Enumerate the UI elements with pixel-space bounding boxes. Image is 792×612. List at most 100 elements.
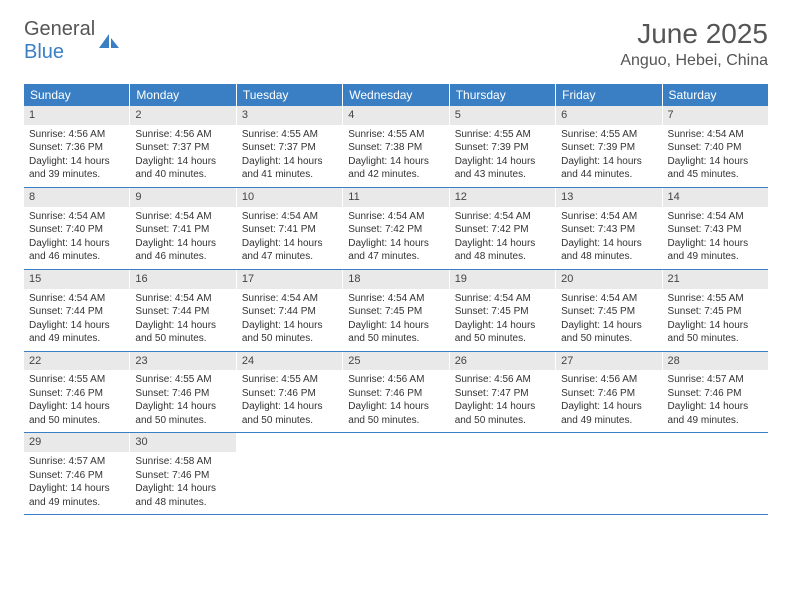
daylight-line: Daylight: 14 hours and 43 minutes. — [455, 155, 550, 182]
sunset-line: Sunset: 7:40 PM — [29, 223, 124, 237]
day-details: Sunrise: 4:56 AMSunset: 7:46 PMDaylight:… — [343, 370, 448, 432]
day-cell: 30Sunrise: 4:58 AMSunset: 7:46 PMDayligh… — [130, 433, 236, 514]
day-number: 7 — [663, 106, 768, 125]
day-details: Sunrise: 4:54 AMSunset: 7:41 PMDaylight:… — [130, 207, 235, 269]
day-details: Sunrise: 4:56 AMSunset: 7:36 PMDaylight:… — [24, 125, 129, 187]
sunset-line: Sunset: 7:37 PM — [242, 141, 337, 155]
day-details: Sunrise: 4:54 AMSunset: 7:43 PMDaylight:… — [663, 207, 768, 269]
day-number: 5 — [450, 106, 555, 125]
daylight-line: Daylight: 14 hours and 46 minutes. — [135, 237, 230, 264]
day-number: 23 — [130, 352, 235, 371]
logo-sail-icon — [99, 34, 121, 48]
day-number: 28 — [663, 352, 768, 371]
day-cell: 25Sunrise: 4:56 AMSunset: 7:46 PMDayligh… — [343, 352, 449, 433]
sunset-line: Sunset: 7:39 PM — [561, 141, 656, 155]
day-number: 1 — [24, 106, 129, 125]
day-number: 14 — [663, 188, 768, 207]
sunset-line: Sunset: 7:46 PM — [135, 387, 230, 401]
day-details: Sunrise: 4:54 AMSunset: 7:45 PMDaylight:… — [343, 289, 448, 351]
daylight-line: Daylight: 14 hours and 40 minutes. — [135, 155, 230, 182]
sunrise-line: Sunrise: 4:56 AM — [561, 373, 656, 387]
day-number: 4 — [343, 106, 448, 125]
sunset-line: Sunset: 7:44 PM — [29, 305, 124, 319]
day-cell: 6Sunrise: 4:55 AMSunset: 7:39 PMDaylight… — [556, 106, 662, 187]
day-cell: 17Sunrise: 4:54 AMSunset: 7:44 PMDayligh… — [237, 270, 343, 351]
week-row: 1Sunrise: 4:56 AMSunset: 7:36 PMDaylight… — [24, 106, 768, 188]
header: General Blue June 2025 Anguo, Hebei, Chi… — [24, 18, 768, 70]
daylight-line: Daylight: 14 hours and 50 minutes. — [455, 400, 550, 427]
sunset-line: Sunset: 7:41 PM — [242, 223, 337, 237]
week-row: 29Sunrise: 4:57 AMSunset: 7:46 PMDayligh… — [24, 433, 768, 515]
sunrise-line: Sunrise: 4:54 AM — [242, 292, 337, 306]
day-number: 11 — [343, 188, 448, 207]
day-number: 17 — [237, 270, 342, 289]
day-number: 24 — [237, 352, 342, 371]
logo-text: General Blue — [24, 18, 95, 64]
day-details: Sunrise: 4:57 AMSunset: 7:46 PMDaylight:… — [24, 452, 129, 514]
sunset-line: Sunset: 7:47 PM — [455, 387, 550, 401]
sunset-line: Sunset: 7:41 PM — [135, 223, 230, 237]
day-number: 25 — [343, 352, 448, 371]
daylight-line: Daylight: 14 hours and 50 minutes. — [348, 400, 443, 427]
week-row: 8Sunrise: 4:54 AMSunset: 7:40 PMDaylight… — [24, 188, 768, 270]
sunrise-line: Sunrise: 4:54 AM — [455, 292, 550, 306]
daylight-line: Daylight: 14 hours and 49 minutes. — [29, 319, 124, 346]
day-details: Sunrise: 4:55 AMSunset: 7:39 PMDaylight:… — [556, 125, 661, 187]
day-cell — [663, 433, 768, 514]
sunset-line: Sunset: 7:45 PM — [455, 305, 550, 319]
logo-blue: Blue — [24, 41, 64, 63]
day-number: 20 — [556, 270, 661, 289]
sunset-line: Sunset: 7:46 PM — [29, 469, 124, 483]
day-number: 16 — [130, 270, 235, 289]
day-cell — [343, 433, 449, 514]
sunrise-line: Sunrise: 4:54 AM — [135, 210, 230, 224]
daylight-line: Daylight: 14 hours and 45 minutes. — [668, 155, 763, 182]
day-details: Sunrise: 4:55 AMSunset: 7:46 PMDaylight:… — [24, 370, 129, 432]
day-number: 8 — [24, 188, 129, 207]
sunrise-line: Sunrise: 4:54 AM — [29, 210, 124, 224]
daylight-line: Daylight: 14 hours and 50 minutes. — [29, 400, 124, 427]
sunset-line: Sunset: 7:39 PM — [455, 141, 550, 155]
sunrise-line: Sunrise: 4:57 AM — [29, 455, 124, 469]
location: Anguo, Hebei, China — [620, 52, 768, 70]
sunrise-line: Sunrise: 4:57 AM — [668, 373, 763, 387]
day-cell: 15Sunrise: 4:54 AMSunset: 7:44 PMDayligh… — [24, 270, 130, 351]
sunrise-line: Sunrise: 4:55 AM — [135, 373, 230, 387]
day-cell: 22Sunrise: 4:55 AMSunset: 7:46 PMDayligh… — [24, 352, 130, 433]
day-cell: 13Sunrise: 4:54 AMSunset: 7:43 PMDayligh… — [556, 188, 662, 269]
sunset-line: Sunset: 7:46 PM — [668, 387, 763, 401]
sunset-line: Sunset: 7:46 PM — [561, 387, 656, 401]
sunrise-line: Sunrise: 4:54 AM — [455, 210, 550, 224]
day-cell: 23Sunrise: 4:55 AMSunset: 7:46 PMDayligh… — [130, 352, 236, 433]
day-number: 19 — [450, 270, 555, 289]
title-block: June 2025 Anguo, Hebei, China — [620, 18, 768, 70]
day-details: Sunrise: 4:56 AMSunset: 7:47 PMDaylight:… — [450, 370, 555, 432]
day-cell: 7Sunrise: 4:54 AMSunset: 7:40 PMDaylight… — [663, 106, 768, 187]
day-cell: 10Sunrise: 4:54 AMSunset: 7:41 PMDayligh… — [237, 188, 343, 269]
day-number: 22 — [24, 352, 129, 371]
sunrise-line: Sunrise: 4:54 AM — [242, 210, 337, 224]
day-number: 29 — [24, 433, 129, 452]
sunset-line: Sunset: 7:44 PM — [135, 305, 230, 319]
sunrise-line: Sunrise: 4:55 AM — [561, 128, 656, 142]
sunrise-line: Sunrise: 4:54 AM — [29, 292, 124, 306]
day-details: Sunrise: 4:54 AMSunset: 7:44 PMDaylight:… — [130, 289, 235, 351]
sunrise-line: Sunrise: 4:54 AM — [348, 292, 443, 306]
daylight-line: Daylight: 14 hours and 48 minutes. — [455, 237, 550, 264]
daylight-line: Daylight: 14 hours and 50 minutes. — [348, 319, 443, 346]
daylight-line: Daylight: 14 hours and 50 minutes. — [561, 319, 656, 346]
day-details: Sunrise: 4:54 AMSunset: 7:45 PMDaylight:… — [450, 289, 555, 351]
day-cell: 18Sunrise: 4:54 AMSunset: 7:45 PMDayligh… — [343, 270, 449, 351]
daylight-line: Daylight: 14 hours and 48 minutes. — [135, 482, 230, 509]
day-details: Sunrise: 4:54 AMSunset: 7:43 PMDaylight:… — [556, 207, 661, 269]
day-details: Sunrise: 4:57 AMSunset: 7:46 PMDaylight:… — [663, 370, 768, 432]
sunset-line: Sunset: 7:36 PM — [29, 141, 124, 155]
day-cell: 5Sunrise: 4:55 AMSunset: 7:39 PMDaylight… — [450, 106, 556, 187]
day-details: Sunrise: 4:54 AMSunset: 7:40 PMDaylight:… — [663, 125, 768, 187]
daylight-line: Daylight: 14 hours and 42 minutes. — [348, 155, 443, 182]
day-cell: 16Sunrise: 4:54 AMSunset: 7:44 PMDayligh… — [130, 270, 236, 351]
sunset-line: Sunset: 7:43 PM — [561, 223, 656, 237]
day-cell: 1Sunrise: 4:56 AMSunset: 7:36 PMDaylight… — [24, 106, 130, 187]
sunrise-line: Sunrise: 4:54 AM — [561, 292, 656, 306]
sunrise-line: Sunrise: 4:56 AM — [29, 128, 124, 142]
